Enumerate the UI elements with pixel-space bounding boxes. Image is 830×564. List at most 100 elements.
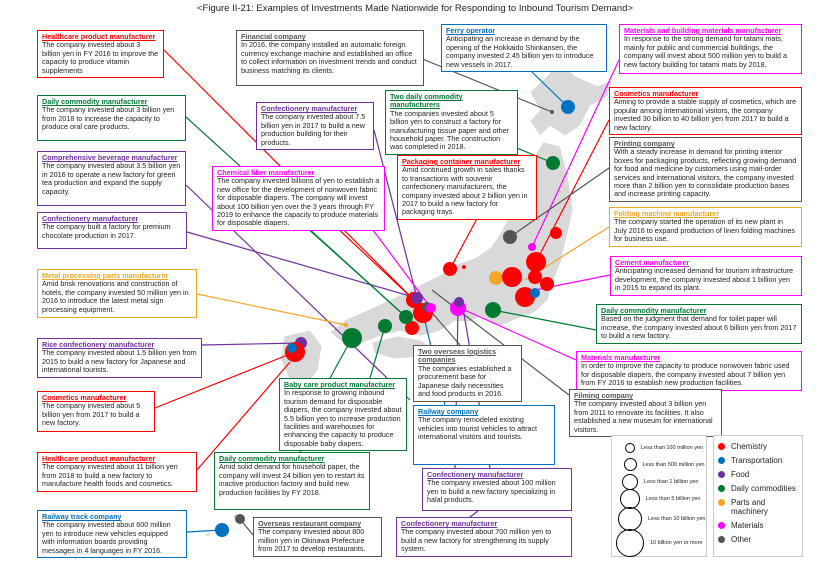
investment-bubble (550, 227, 562, 239)
company-callout: Rice confectionery manufacturer The compa… (37, 338, 202, 378)
callout-text: In response to growing inbound tourism d… (284, 388, 402, 448)
callout-title: Folding machine manufacturer (614, 209, 720, 218)
callout-text: Aiming to provide a stable supply of cos… (614, 97, 797, 132)
investment-bubble (462, 265, 466, 269)
category-legend-item: Food (718, 470, 802, 479)
leader-line (369, 325, 386, 379)
callout-text: Anticipating an increase in demand by th… (446, 34, 594, 69)
callout-title: Healthcare product manufacturer (42, 454, 156, 463)
callout-text: The company invested about 11 billion ye… (42, 462, 178, 489)
category-legend-item: Other (718, 535, 802, 544)
callout-title: Cosmetics manufacturer (42, 393, 127, 402)
callout-title: Rice confectionery manufacturer (42, 340, 155, 349)
callout-title: Daily commodity manufacturer (42, 97, 148, 106)
dot-icon (718, 457, 725, 464)
size-legend-label: Less than 500 million yen (642, 461, 705, 468)
company-callout: Materials manufacturer In order to improv… (576, 351, 802, 391)
category-legend-label: Transportation (731, 456, 783, 465)
leader-line (449, 212, 481, 270)
callout-title: Healthcare product manufacturer (42, 32, 156, 41)
company-callout: Railway track company The company investe… (37, 510, 187, 559)
investment-bubble (454, 297, 464, 307)
circle-icon (618, 507, 642, 531)
category-legend-item: Chemistry (718, 442, 802, 451)
investment-bubble (399, 310, 413, 324)
callout-title: Baby care product manufacturer (284, 380, 396, 389)
callout-title: Metal processing parts manufacturer (42, 271, 169, 280)
callout-text: The company started the operation of its… (614, 217, 796, 244)
category-legend-label: Daily commodities (731, 484, 796, 493)
honshu-region (329, 141, 574, 345)
leader-line (196, 293, 347, 326)
investment-bubble (215, 523, 229, 537)
size-legend: Less than 100 million yen Less than 500 m… (611, 435, 707, 557)
callout-title: Chemical fiber manufacturer (217, 168, 315, 177)
category-legend-item: Transportation (718, 456, 802, 465)
callout-title: Cement manufacturer (615, 258, 690, 267)
investment-bubble (287, 343, 297, 353)
callout-text: Anticipating increased demand for touris… (615, 266, 794, 293)
leader-line (201, 342, 302, 346)
callout-text: The company invested about 5 billion yen… (42, 401, 141, 428)
leader-line (459, 307, 577, 361)
company-callout: Printing company With a steady increase i… (609, 137, 802, 202)
figure-title: <Figure II-21: Examples of Investments M… (196, 3, 633, 14)
company-callout: Daily commodity manufacturer Amid solid d… (214, 452, 370, 510)
callout-text: The company invested billions of yen to … (217, 176, 380, 228)
size-legend-label: Less than 1 billion yen (644, 478, 699, 485)
leader-line (186, 231, 418, 299)
company-callout: Healthcare product manufacturer The compa… (37, 452, 197, 492)
callout-text: The companies invested about 5 billion y… (390, 108, 510, 152)
investment-bubble (342, 328, 362, 348)
investment-bubble (528, 243, 536, 251)
company-callout: Metal processing parts manufacturer Amid … (37, 269, 197, 318)
company-callout: Financial company In 2016, the company in… (236, 30, 424, 86)
investment-bubble (528, 270, 542, 284)
category-legend: Chemistry Transportation Food Daily commodi… (713, 435, 803, 557)
investment-bubble (550, 110, 554, 114)
company-callout: Cosmetics manufacturer The company invest… (37, 391, 155, 432)
callout-title: Overseas restaurant company (258, 519, 362, 528)
leader-line (509, 167, 610, 238)
company-callout: Confectionery manufacturer The company in… (396, 517, 572, 557)
callout-text: Amid continued growth in sales thanks to… (402, 165, 528, 217)
leader-line (373, 129, 418, 299)
company-callout: Cosmetics manufacturer Aiming to provide … (609, 87, 802, 136)
dot-icon (718, 536, 725, 543)
investment-bubble (443, 262, 457, 276)
callout-text: The company invested about 3 billion yen… (42, 105, 175, 132)
leader-line (535, 119, 610, 263)
callout-text: With a steady increase in demand for pri… (614, 147, 797, 199)
callout-title: Railway track company (42, 512, 122, 521)
leader-line (531, 59, 620, 248)
investment-bubble (546, 156, 560, 170)
dot-icon (718, 443, 725, 450)
investment-bubble (561, 100, 575, 114)
company-callout: Overseas restaurant company The company i… (253, 517, 382, 557)
callout-title: Daily commodity manufacturer (219, 454, 325, 463)
callout-title: Railway company (418, 407, 479, 416)
callout-title: Ferry operator (446, 26, 496, 35)
investment-bubble (515, 287, 535, 307)
company-callout: Daily commodity manufacturer The company … (37, 95, 186, 141)
company-callout: Comprehensive beverage manufacturer The c… (37, 151, 186, 206)
leader-line (334, 225, 415, 301)
company-callout: Daily commodity manufacturer Based on the… (596, 304, 802, 344)
company-callout: Chemical fiber manufacturer The company i… (212, 166, 385, 231)
callout-title: Materials manufacturer (581, 353, 661, 362)
company-callout: Confectionery manufacturer The company in… (422, 468, 572, 511)
category-legend-label: Other (731, 535, 752, 544)
investment-bubble (503, 230, 517, 244)
investment-bubble (235, 514, 245, 524)
investment-bubble (526, 252, 546, 272)
callout-text: The company invested about 3.5 billion y… (42, 161, 181, 196)
dot-icon (718, 499, 725, 506)
category-legend-label: Chemistry (731, 442, 768, 451)
investment-bubble (489, 271, 503, 285)
category-legend-label: Food (731, 470, 750, 479)
callout-title: Confectionery manufacturer (42, 214, 139, 223)
callout-title: Confectionery manufacturer (401, 519, 498, 528)
callout-title: Filming company (574, 391, 634, 400)
circle-icon (623, 458, 637, 471)
investment-bubble (411, 292, 423, 304)
